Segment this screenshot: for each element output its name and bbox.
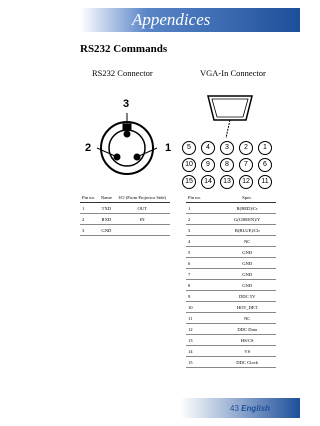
table-cell: GND <box>218 257 276 269</box>
table-cell: R(RED)/Cr <box>218 202 276 214</box>
rs232-table: Pin no. Name I/O (From Projector Side) 1 TXD… <box>80 192 170 236</box>
language: English <box>241 404 271 413</box>
table-cell: 1 <box>186 202 219 214</box>
table-cell: HS/CS <box>218 334 276 346</box>
table-cell: NC <box>218 312 276 324</box>
table-cell: HOT_DET <box>218 301 276 313</box>
table-cell: 13 <box>186 334 219 346</box>
graphics <box>80 8 300 418</box>
table-cell: OUT <box>114 202 170 214</box>
header-row: Pin no. Spec. <box>186 192 276 203</box>
table-row: 11 NC <box>186 312 276 324</box>
table-cell: 3 <box>186 224 219 236</box>
table-cell: GND <box>218 279 276 291</box>
table-row: 1 R(RED)/Cr <box>186 202 276 214</box>
table-cell: DDC Data <box>218 323 276 335</box>
column-header: Spec. <box>218 192 276 203</box>
vga-pin-label: 11 <box>258 175 272 189</box>
table-cell: 15 <box>186 356 219 368</box>
table-row: 4 NC <box>186 235 276 247</box>
table-row: 2 RXD IN <box>80 213 170 225</box>
column-header: Pin no. <box>80 192 99 203</box>
table-row: 7 GND <box>186 268 276 280</box>
header-banner <box>80 8 300 32</box>
table-cell: 14 <box>186 345 219 357</box>
vga-diagram <box>207 95 253 139</box>
vga-pin-label: 5 <box>182 141 196 155</box>
table-cell: 7 <box>186 268 219 280</box>
vga-pin-label: 14 <box>201 175 215 189</box>
table-row: 6 GND <box>186 257 276 269</box>
table-cell: 2 <box>80 213 99 225</box>
vga-pin-label: 2 <box>239 141 253 155</box>
table-cell: VS <box>218 345 276 357</box>
table-cell: 8 <box>186 279 219 291</box>
vga-table: Pin no. Spec. 1 R(RED)/Cr 2 G(GREEN)/Y 3 B(BLUE… <box>186 192 276 368</box>
vga-pin-label: 4 <box>201 141 215 155</box>
table-row: 2 G(GREEN)/Y <box>186 213 276 225</box>
table-cell <box>114 224 170 236</box>
table-row: 14 VS <box>186 345 276 357</box>
table-cell: 9 <box>186 290 219 302</box>
table-row: 3 B(BLUE)/Cb <box>186 224 276 236</box>
page: Appendices RS232 Commands RS232 Connecto… <box>80 8 300 418</box>
table-row: 1 TXD OUT <box>80 202 170 214</box>
table-cell: 5 <box>186 246 219 258</box>
vga-heading: VGA-In Connector <box>200 68 266 78</box>
table-cell: TXD <box>98 202 115 214</box>
column-header: Name <box>98 192 115 203</box>
table-cell: GND <box>218 246 276 258</box>
vga-pin-label: 13 <box>220 175 234 189</box>
footer-bar <box>180 398 300 418</box>
column-header: I/O (From Projector Side) <box>114 192 170 203</box>
table-cell: G(GREEN)/Y <box>218 213 276 225</box>
table-cell: B(BLUE)/Cb <box>218 224 276 236</box>
table-row: 13 HS/CS <box>186 334 276 346</box>
table-row: 9 DDC 5V <box>186 290 276 302</box>
table-cell: 6 <box>186 257 219 269</box>
table-cell: 11 <box>186 312 219 324</box>
section-title: Appendices <box>132 10 211 29</box>
rs232-heading: RS232 Connector <box>92 68 153 78</box>
page-number: 43 <box>230 404 239 413</box>
table-cell: DDC Clock <box>218 356 276 368</box>
table-row: 15 DDC Clock <box>186 356 276 368</box>
vga-pin-label: 12 <box>239 175 253 189</box>
table-cell: GND <box>218 268 276 280</box>
table-cell: RXD <box>98 213 115 225</box>
table-cell: 4 <box>186 235 219 247</box>
table-cell: 3 <box>80 224 99 236</box>
footer: 43 English <box>230 404 270 413</box>
vga-pin-label: 15 <box>182 175 196 189</box>
table-cell: 12 <box>186 323 219 335</box>
table-cell: GND <box>98 224 115 236</box>
table-row: 10 HOT_DET <box>186 301 276 313</box>
table-row: 8 GND <box>186 279 276 291</box>
vga-pin-label: 9 <box>201 158 215 172</box>
vga-pin-label: 6 <box>258 158 272 172</box>
table-row: 3 GND <box>80 224 170 236</box>
table-cell: 10 <box>186 301 219 313</box>
rs232-pin-label: 2 <box>85 142 92 154</box>
table-row: 12 DDC Data <box>186 323 276 335</box>
table-cell: 2 <box>186 213 219 225</box>
page-title: RS232 Commands <box>80 43 168 55</box>
rs232-pin-label: 3 <box>123 98 130 110</box>
vga-pin-label: 10 <box>182 158 196 172</box>
rs232-pin-label: 1 <box>165 142 172 154</box>
table-cell: NC <box>218 235 276 247</box>
header-row: Pin no. Name I/O (From Projector Side) <box>80 192 170 203</box>
rs232-diagram <box>96 113 158 175</box>
vga-pin-label: 1 <box>258 141 272 155</box>
table-row: 5 GND <box>186 246 276 258</box>
column-header: Pin no. <box>186 192 219 203</box>
table-cell: DDC 5V <box>218 290 276 302</box>
vga-pin-label: 8 <box>220 158 234 172</box>
table-cell: IN <box>114 213 170 225</box>
vga-pin-label: 7 <box>239 158 253 172</box>
vga-pin-label: 3 <box>220 141 234 155</box>
table-cell: 1 <box>80 202 99 214</box>
